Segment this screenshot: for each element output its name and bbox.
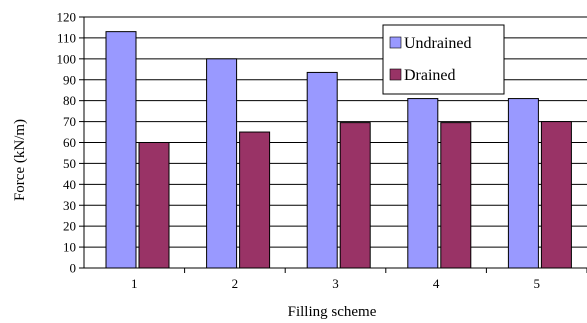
bars — [105, 31, 572, 269]
bar-drained-4 — [440, 122, 472, 269]
x-tick-label: 3 — [332, 276, 339, 291]
bar-drained-5 — [540, 121, 572, 269]
bar-undrained-2 — [206, 58, 238, 269]
legend-label-drained: Drained — [404, 67, 456, 84]
y-tick-label: 80 — [63, 93, 76, 108]
y-tick-label: 70 — [63, 114, 76, 129]
y-tick-label: 100 — [57, 51, 77, 66]
y-tick-label: 60 — [63, 135, 76, 150]
y-tick-label: 10 — [63, 240, 76, 255]
y-tick-label: 30 — [63, 198, 76, 213]
y-axis-label: Force (kN/m) — [12, 119, 28, 201]
y-tick-label: 110 — [57, 30, 76, 45]
y-tick-label: 0 — [70, 261, 77, 276]
bar-undrained-4 — [407, 98, 439, 269]
bar-drained-3 — [339, 122, 371, 269]
y-tick-label: 120 — [57, 10, 77, 25]
x-tick-labels: 1 2 3 4 5 — [131, 276, 540, 291]
bar-undrained-3 — [306, 71, 338, 269]
x-tick-label: 1 — [131, 276, 138, 291]
x-tick-label: 4 — [433, 276, 440, 291]
y-tick-label: 40 — [63, 177, 76, 192]
x-tick-label: 5 — [533, 276, 540, 291]
legend-swatch-drained — [389, 68, 402, 81]
y-tick-label: 50 — [63, 156, 76, 171]
axes — [79, 16, 587, 273]
legend-box — [382, 24, 505, 95]
legend-swatch-undrained — [389, 36, 402, 49]
legend: Undrained Drained — [382, 24, 505, 95]
y-tick-label: 90 — [63, 72, 76, 87]
x-tick-label: 2 — [232, 276, 239, 291]
y-tick-labels: 0 10 20 30 40 50 60 70 80 90 100 110 120 — [57, 10, 77, 276]
y-tick-label: 20 — [63, 219, 76, 234]
x-axis-label: Filling scheme — [288, 304, 377, 320]
legend-label-undrained: Undrained — [404, 35, 472, 52]
bar-undrained-5 — [507, 98, 539, 269]
bar-drained-2 — [239, 131, 271, 269]
bar-drained-1 — [138, 142, 170, 269]
bar-undrained-1 — [105, 31, 137, 269]
